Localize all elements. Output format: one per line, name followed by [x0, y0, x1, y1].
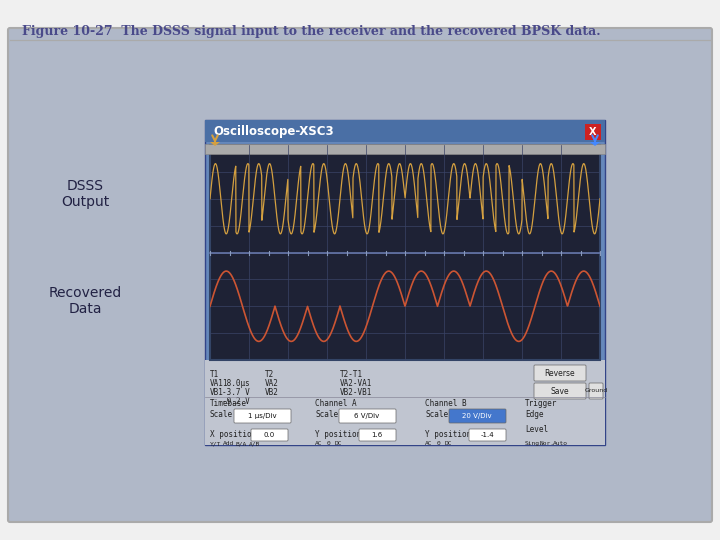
FancyBboxPatch shape [589, 383, 603, 399]
Text: 0.0: 0.0 [264, 432, 274, 438]
Text: VB2-VB1: VB2-VB1 [340, 388, 372, 397]
Text: T1: T1 [210, 370, 220, 379]
FancyBboxPatch shape [8, 28, 712, 522]
Text: VB2: VB2 [265, 388, 279, 397]
FancyBboxPatch shape [210, 145, 600, 360]
Text: AC: AC [315, 441, 323, 446]
FancyBboxPatch shape [205, 144, 605, 154]
Text: Y/T: Y/T [210, 441, 221, 446]
FancyBboxPatch shape [251, 429, 288, 441]
FancyBboxPatch shape [534, 383, 586, 399]
FancyBboxPatch shape [585, 124, 601, 140]
Text: Edge: Edge [525, 410, 544, 419]
Text: DC: DC [335, 441, 343, 446]
Text: Sing.: Sing. [525, 441, 544, 446]
Text: Save: Save [551, 387, 570, 395]
Text: Timebase: Timebase [210, 399, 247, 408]
FancyBboxPatch shape [205, 360, 605, 445]
FancyBboxPatch shape [205, 120, 605, 142]
Text: Y position: Y position [315, 430, 361, 439]
Text: Reverse: Reverse [545, 368, 575, 377]
FancyBboxPatch shape [534, 365, 586, 381]
Text: X: X [589, 127, 597, 137]
Text: T2-T1: T2-T1 [340, 370, 363, 379]
Text: Scale: Scale [425, 410, 448, 419]
Text: Auto: Auto [553, 441, 568, 446]
Text: Level: Level [525, 425, 548, 434]
Text: VA2-VA1: VA2-VA1 [340, 379, 372, 388]
Text: -3.7 V: -3.7 V [222, 388, 250, 397]
Text: 6 V/Div: 6 V/Div [354, 413, 379, 419]
Text: Nor.: Nor. [540, 441, 555, 446]
FancyBboxPatch shape [359, 429, 396, 441]
Text: 0: 0 [327, 441, 330, 446]
Text: Recovered
Data: Recovered Data [48, 286, 122, 316]
Text: Trigger: Trigger [525, 399, 557, 408]
Text: Channel A: Channel A [315, 399, 356, 408]
Polygon shape [210, 142, 220, 146]
Text: Y position: Y position [425, 430, 472, 439]
Text: Add: Add [223, 441, 234, 446]
Text: DSSS
Output: DSSS Output [61, 179, 109, 209]
Polygon shape [590, 142, 600, 146]
Text: 1 µs/Div: 1 µs/Div [248, 413, 276, 419]
Text: 18.0µs: 18.0µs [222, 379, 250, 388]
FancyBboxPatch shape [449, 409, 506, 423]
FancyBboxPatch shape [205, 120, 605, 445]
Text: X position: X position [210, 430, 256, 439]
FancyBboxPatch shape [469, 429, 506, 441]
Text: -9.2 V: -9.2 V [222, 397, 250, 406]
Text: Scale: Scale [210, 410, 233, 419]
Text: VA1: VA1 [210, 379, 224, 388]
FancyBboxPatch shape [234, 409, 291, 423]
Text: VB1: VB1 [210, 388, 224, 397]
Text: 0: 0 [437, 441, 441, 446]
Text: Ground: Ground [585, 388, 608, 394]
Text: 20 V/Div: 20 V/Div [462, 413, 492, 419]
FancyBboxPatch shape [339, 409, 396, 423]
Text: Oscilloscope-XSC3: Oscilloscope-XSC3 [213, 125, 333, 138]
Text: Figure 10-27  The DSSS signal input to the receiver and the recovered BPSK data.: Figure 10-27 The DSSS signal input to th… [22, 25, 600, 38]
Text: DC: DC [445, 441, 452, 446]
Text: Channel B: Channel B [425, 399, 467, 408]
Text: 1.6: 1.6 [372, 432, 382, 438]
Text: VA2: VA2 [265, 379, 279, 388]
Text: Scale: Scale [315, 410, 338, 419]
Text: B/A: B/A [236, 441, 247, 446]
Text: A/B: A/B [249, 441, 260, 446]
Text: AC: AC [425, 441, 433, 446]
Text: -1.4: -1.4 [480, 432, 494, 438]
Text: T2: T2 [265, 370, 274, 379]
